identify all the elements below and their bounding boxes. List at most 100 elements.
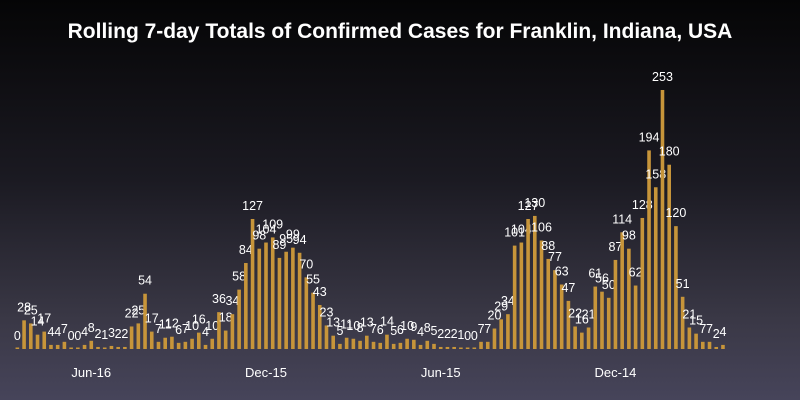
data-label: 62 [629, 266, 643, 280]
data-label: 98 [252, 229, 266, 243]
bar [533, 215, 537, 349]
data-label: 1 [457, 328, 464, 342]
bar [297, 252, 302, 349]
x-tick-label: Dec-14 [594, 365, 636, 380]
data-label: 58 [232, 270, 246, 284]
data-label: 7 [706, 322, 713, 336]
data-label: 34 [501, 294, 515, 308]
data-label: 194 [639, 130, 660, 144]
data-label: 180 [659, 145, 680, 159]
data-label: 15 [689, 314, 703, 328]
data-label: 104 [256, 223, 277, 237]
data-label: 34 [225, 294, 239, 308]
bar [714, 346, 719, 349]
data-label: 120 [665, 206, 686, 220]
data-label: 10 [346, 319, 360, 333]
bar [378, 342, 383, 349]
bar [331, 335, 335, 349]
x-tick-label: Dec-15 [245, 365, 287, 380]
bar [653, 187, 658, 349]
bar [317, 304, 322, 349]
data-label: 9 [410, 320, 417, 334]
bar [580, 332, 584, 349]
data-label: 4 [417, 325, 424, 339]
bar [553, 270, 557, 349]
bar [660, 90, 665, 349]
data-label: 0 [464, 329, 471, 343]
data-label: 0 [74, 329, 81, 343]
bar [539, 240, 544, 349]
data-label: 11 [159, 318, 172, 332]
bar [680, 296, 685, 349]
data-label: 4 [47, 325, 54, 339]
bar [304, 277, 309, 349]
bar [197, 332, 201, 349]
bar [203, 344, 208, 349]
data-label: 63 [555, 265, 569, 279]
data-label: 21 [682, 308, 696, 322]
bar [89, 340, 94, 349]
data-label: 50 [602, 278, 616, 292]
bar [82, 344, 87, 349]
data-label: 10 [400, 319, 414, 333]
bar [230, 314, 235, 349]
data-label: 22 [125, 306, 139, 320]
bar [62, 341, 67, 349]
bar [405, 338, 409, 349]
bar [109, 345, 114, 349]
data-label: 11 [340, 318, 353, 332]
bar [371, 341, 376, 349]
bar [465, 347, 470, 349]
bar [149, 331, 154, 349]
bar [647, 150, 651, 349]
bar [338, 343, 342, 349]
bar [210, 338, 215, 349]
data-label: 4 [81, 325, 88, 339]
bar [123, 346, 127, 349]
data-label: 99 [286, 228, 300, 242]
bar [156, 341, 161, 349]
data-label: 13 [326, 316, 340, 330]
bar [640, 217, 645, 349]
data-label: 7 [699, 322, 706, 336]
data-label: 94 [293, 233, 307, 247]
bar [344, 337, 349, 349]
data-label: 20 [488, 309, 502, 323]
data-label: 4 [202, 325, 209, 339]
bar [485, 341, 490, 349]
bar [257, 248, 262, 349]
bar [311, 292, 315, 349]
data-label: 2 [451, 327, 458, 341]
data-label: 77 [548, 250, 562, 264]
bar [620, 232, 624, 349]
data-label: 17 [145, 312, 159, 326]
x-tick-label: Jun-16 [71, 365, 111, 380]
data-label: 98 [622, 229, 636, 243]
data-label: 0 [68, 329, 75, 343]
data-label: 16 [575, 313, 589, 327]
bar [143, 293, 147, 349]
bar [183, 341, 188, 349]
bar [687, 327, 692, 349]
data-label: 2 [121, 327, 128, 341]
bar [35, 334, 40, 349]
bar [586, 327, 591, 349]
bar [694, 333, 698, 349]
data-label: 5 [336, 324, 343, 338]
bar [264, 242, 268, 349]
data-label: 70 [299, 257, 313, 271]
bar [217, 312, 221, 349]
bar [365, 335, 369, 349]
bar [627, 248, 631, 349]
bar [559, 284, 564, 349]
data-label: 127 [242, 199, 263, 213]
bar [42, 331, 47, 349]
bar [244, 263, 248, 349]
bar [412, 339, 416, 349]
bar [526, 218, 530, 349]
data-label: 114 [612, 212, 632, 226]
data-label: 47 [561, 281, 575, 295]
data-label: 7 [155, 322, 162, 336]
